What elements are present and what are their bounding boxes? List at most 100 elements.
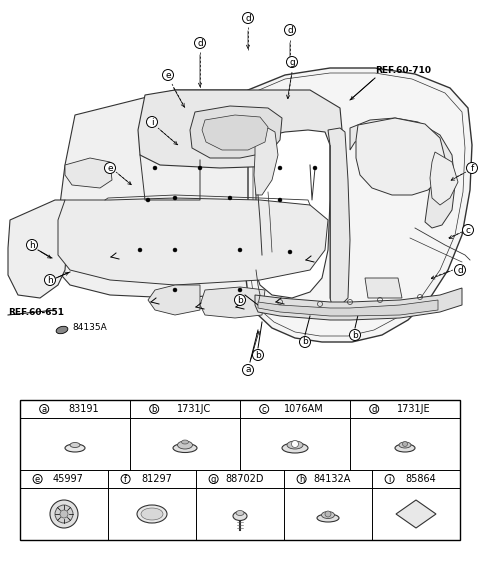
Circle shape [173, 288, 177, 292]
Polygon shape [138, 90, 342, 168]
Circle shape [228, 196, 232, 200]
Text: h: h [47, 275, 53, 285]
Text: d: d [245, 13, 251, 23]
Circle shape [242, 364, 253, 375]
Text: REF.60-651: REF.60-651 [8, 307, 64, 317]
Text: d: d [457, 266, 463, 274]
Circle shape [278, 198, 282, 202]
Text: d: d [372, 404, 377, 414]
Circle shape [238, 248, 242, 252]
Ellipse shape [56, 327, 68, 333]
Ellipse shape [137, 505, 167, 523]
Text: h: h [299, 475, 304, 483]
Ellipse shape [282, 443, 308, 453]
Text: f: f [124, 475, 127, 483]
Circle shape [288, 250, 292, 254]
Circle shape [242, 13, 253, 23]
Ellipse shape [236, 511, 244, 515]
Circle shape [138, 248, 142, 252]
Polygon shape [55, 90, 342, 298]
Text: 1731JC: 1731JC [177, 404, 211, 414]
Polygon shape [202, 115, 268, 150]
Text: b: b [352, 331, 358, 339]
Circle shape [278, 166, 282, 170]
Circle shape [50, 500, 78, 528]
Text: b: b [302, 338, 308, 346]
Circle shape [194, 38, 205, 48]
Circle shape [467, 163, 478, 174]
Circle shape [146, 117, 157, 127]
Circle shape [385, 475, 394, 483]
Circle shape [146, 198, 150, 202]
Circle shape [325, 511, 331, 517]
Ellipse shape [141, 508, 163, 520]
Circle shape [121, 475, 130, 483]
Text: REF.60-710: REF.60-710 [375, 66, 431, 74]
Polygon shape [65, 158, 112, 188]
Text: 45997: 45997 [53, 474, 84, 484]
Polygon shape [250, 73, 465, 336]
Circle shape [173, 248, 177, 252]
Ellipse shape [65, 444, 85, 452]
Circle shape [55, 505, 73, 523]
Text: b: b [237, 296, 243, 304]
Text: 81297: 81297 [141, 474, 172, 484]
Text: i: i [151, 117, 153, 127]
Text: a: a [42, 404, 47, 414]
Text: c: c [262, 404, 266, 414]
Text: b: b [255, 350, 261, 360]
Text: 88702D: 88702D [225, 474, 264, 484]
Polygon shape [328, 128, 350, 306]
Circle shape [463, 224, 473, 235]
Circle shape [235, 295, 245, 306]
Circle shape [40, 404, 48, 414]
Text: 83191: 83191 [69, 404, 99, 414]
Circle shape [105, 163, 116, 174]
Polygon shape [255, 130, 330, 298]
Text: e: e [107, 163, 113, 173]
Bar [20, 400, 460, 540]
Polygon shape [245, 68, 472, 342]
Text: 84132A: 84132A [314, 474, 351, 484]
Circle shape [60, 510, 68, 518]
Polygon shape [430, 152, 458, 205]
Circle shape [300, 336, 311, 347]
Text: i: i [388, 475, 391, 483]
Ellipse shape [395, 444, 415, 452]
Circle shape [173, 196, 177, 200]
Circle shape [26, 239, 37, 250]
Circle shape [163, 70, 173, 81]
Text: c: c [466, 225, 470, 235]
Text: g: g [211, 475, 216, 483]
Circle shape [150, 404, 159, 414]
Text: d: d [197, 38, 203, 48]
Polygon shape [350, 118, 455, 228]
Circle shape [198, 166, 202, 170]
Ellipse shape [399, 442, 411, 448]
Text: a: a [245, 365, 251, 375]
Polygon shape [356, 118, 445, 195]
Polygon shape [58, 198, 328, 285]
Circle shape [455, 264, 466, 275]
Ellipse shape [173, 443, 197, 453]
Ellipse shape [322, 511, 335, 518]
Text: 85864: 85864 [405, 474, 436, 484]
Text: b: b [152, 404, 157, 414]
Text: d: d [287, 26, 293, 34]
Polygon shape [255, 288, 462, 320]
Polygon shape [396, 500, 436, 528]
Polygon shape [258, 300, 438, 316]
Circle shape [209, 475, 218, 483]
Circle shape [297, 475, 306, 483]
Circle shape [238, 288, 242, 292]
Text: e: e [165, 70, 171, 80]
Ellipse shape [287, 441, 303, 449]
Polygon shape [200, 287, 265, 318]
Ellipse shape [70, 443, 80, 447]
Circle shape [285, 24, 296, 35]
Circle shape [313, 166, 317, 170]
Circle shape [45, 274, 56, 285]
Circle shape [349, 329, 360, 340]
Polygon shape [254, 128, 278, 195]
Text: g: g [289, 58, 295, 66]
